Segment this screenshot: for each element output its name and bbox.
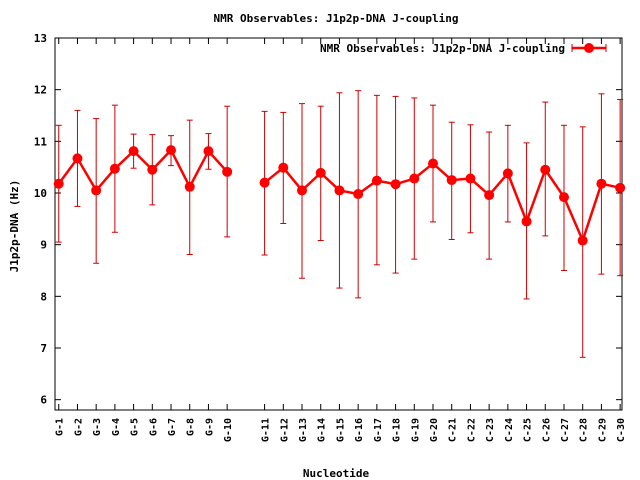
data-point [278, 162, 289, 173]
x-tick-label: G-16 [354, 418, 365, 442]
y-tick-label: 9 [40, 239, 47, 252]
x-tick-label: C-26 [541, 418, 552, 442]
data-point [128, 146, 139, 157]
data-point [428, 158, 438, 169]
x-tick-label: C-29 [597, 418, 608, 442]
data-point [53, 178, 64, 189]
data-point [521, 216, 532, 227]
data-point [184, 181, 195, 192]
x-tick-label: G-20 [429, 418, 440, 442]
x-tick-label: C-22 [466, 418, 477, 442]
data-point [596, 178, 607, 189]
x-tick-label: G-8 [186, 418, 197, 436]
axes: 6 7 8 9 10 11 12 13 G-1 G-2 G-3 G-4 G-5 G-6 G-7 G-8 G-9 G… [34, 32, 627, 442]
data-point [297, 185, 308, 196]
y-tick-label: 7 [40, 342, 47, 355]
data-point [502, 168, 513, 179]
data-point [615, 182, 626, 193]
data-points [53, 145, 626, 246]
x-tick-label: G-1 [55, 418, 66, 436]
data-point [222, 166, 233, 177]
x-tick-label: G-3 [92, 418, 103, 436]
x-tick-label: C-24 [504, 418, 515, 442]
x-tick-label: G-4 [111, 418, 122, 436]
data-point [484, 190, 495, 201]
x-tick-label: G-15 [335, 418, 346, 442]
data-point [577, 235, 588, 246]
x-axis-label: Nucleotide [303, 467, 370, 480]
y-tick-label: 8 [40, 290, 47, 303]
data-point [465, 173, 476, 184]
legend: NMR Observables: J1p2p-DNA J-coupling [320, 42, 607, 55]
y-tick-label: 11 [34, 135, 48, 148]
data-point [353, 189, 364, 200]
x-tick-label: G-12 [279, 418, 290, 442]
x-tick-label: G-7 [167, 418, 178, 436]
x-tick-label: C-28 [579, 418, 590, 442]
x-tick-label: G-14 [317, 418, 328, 442]
data-point [109, 163, 120, 174]
data-point [315, 167, 326, 178]
y-tick-label: 10 [34, 187, 47, 200]
y-tick-label: 6 [40, 394, 47, 407]
x-tick-label: G-19 [410, 418, 421, 442]
x-tick-label: C-23 [485, 418, 496, 442]
data-point [203, 146, 214, 157]
x-tick-label: G-9 [204, 418, 215, 436]
data-point [72, 153, 83, 164]
x-tick-label: G-6 [148, 418, 159, 436]
data-point [446, 175, 457, 186]
y-tick-label: 12 [34, 84, 47, 97]
data-point [558, 192, 569, 203]
y-axis-label: J1p2p-DNA (Hz) [8, 180, 21, 273]
data-point [371, 175, 382, 186]
x-tick-label: G-10 [223, 418, 234, 442]
x-tick-label: C-25 [523, 418, 534, 442]
x-tick-label: C-30 [616, 418, 627, 442]
data-point [259, 177, 270, 188]
data-point [147, 164, 158, 175]
y-tick-label: 13 [34, 32, 47, 45]
x-tick-label: C-21 [448, 418, 459, 442]
data-point [91, 185, 102, 196]
x-tick-label: G-18 [392, 418, 403, 442]
data-point [409, 173, 420, 184]
legend-label: NMR Observables: J1p2p-DNA J-coupling [320, 42, 565, 55]
x-tick-label: C-27 [560, 418, 571, 442]
x-tick-label: G-2 [73, 418, 84, 436]
legend-marker [584, 43, 594, 53]
x-tick-label: G-17 [373, 418, 384, 442]
data-point [334, 185, 345, 196]
x-tick-label: G-13 [298, 418, 309, 442]
series-line [57, 148, 229, 192]
plot-frame [54, 37, 623, 411]
data-point [390, 179, 401, 190]
x-tick-label: G-5 [130, 418, 141, 436]
chart-title: NMR Observables: J1p2p-DNA J-coupling [213, 12, 458, 25]
data-point [540, 164, 551, 175]
x-tick-label: G-11 [261, 418, 272, 442]
data-point [166, 145, 177, 156]
